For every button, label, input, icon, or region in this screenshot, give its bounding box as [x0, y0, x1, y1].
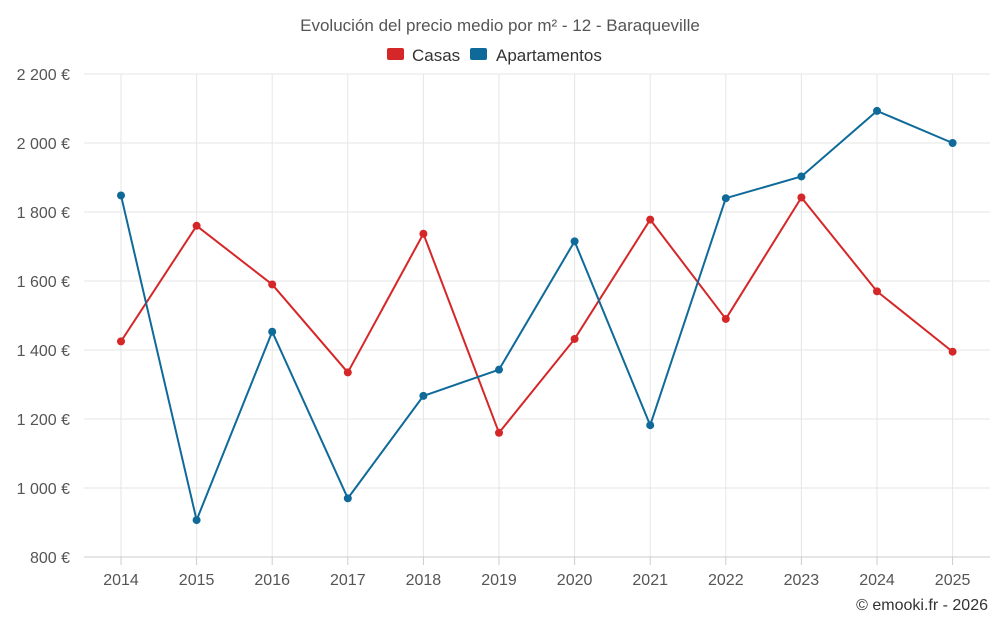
x-tick-label: 2022: [708, 572, 744, 589]
data-point-casas[interactable]: [268, 280, 277, 289]
data-point-casas[interactable]: [117, 337, 125, 346]
data-point-casas[interactable]: [948, 347, 957, 356]
series: [117, 106, 957, 525]
data-point-casas[interactable]: [570, 334, 579, 343]
y-tick-label: 800 €: [30, 550, 70, 567]
data-point-casas[interactable]: [797, 193, 806, 202]
data-point-casas[interactable]: [419, 229, 428, 238]
data-point-casas[interactable]: [646, 215, 655, 224]
y-tick-label: 1 600 €: [17, 274, 70, 291]
data-point-apartamentos[interactable]: [797, 172, 806, 181]
legend-label-casas[interactable]: Casas: [412, 46, 460, 65]
x-tick-label: 2014: [103, 572, 139, 589]
y-tick-label: 2 200 €: [17, 67, 70, 84]
data-point-apartamentos[interactable]: [192, 516, 201, 525]
credit-text: © emooki.fr - 2026: [856, 597, 988, 614]
data-point-casas[interactable]: [192, 221, 201, 230]
grid: [84, 73, 990, 557]
y-tick-label: 1 200 €: [17, 412, 70, 429]
x-tick-label: 2015: [179, 572, 215, 589]
data-point-apartamentos[interactable]: [570, 237, 579, 246]
x-tick-label: 2025: [935, 572, 971, 589]
y-tick-label: 2 000 €: [17, 136, 70, 153]
x-tick-label: 2021: [632, 572, 668, 589]
data-point-casas[interactable]: [873, 287, 881, 296]
y-tick-label: 1 800 €: [17, 205, 70, 222]
data-point-apartamentos[interactable]: [948, 139, 957, 147]
x-tick-label: 2019: [481, 572, 517, 589]
data-point-apartamentos[interactable]: [419, 391, 428, 400]
data-point-apartamentos[interactable]: [343, 494, 352, 503]
data-point-casas[interactable]: [343, 368, 352, 377]
x-tick-label: 2017: [330, 572, 366, 589]
data-point-apartamentos[interactable]: [495, 365, 503, 374]
series-line-apartamentos: [120, 109, 953, 522]
legend-swatch-apartamentos[interactable]: [470, 48, 487, 60]
data-point-apartamentos[interactable]: [721, 194, 730, 203]
x-tick-label: 2024: [859, 572, 895, 589]
x-tick-label: 2016: [254, 572, 290, 589]
y-tick-label: 1 400 €: [17, 343, 70, 360]
axes: 800 € 1 000 € 1 200 € 1 400 € 1 600 € 1 800 €…: [17, 67, 990, 589]
y-tick-label: 1 000 €: [17, 481, 70, 498]
chart-title: Evolución del precio medio por m² - 12 -…: [300, 16, 700, 35]
data-point-apartamentos[interactable]: [873, 106, 881, 115]
data-point-apartamentos[interactable]: [268, 327, 277, 336]
data-point-apartamentos[interactable]: [646, 421, 655, 430]
data-point-apartamentos[interactable]: [117, 191, 125, 200]
x-tick-label: 2018: [406, 572, 442, 589]
series-line-casas: [120, 196, 954, 434]
legend-swatch-casas[interactable]: [387, 48, 404, 60]
x-tick-label: 2020: [557, 572, 593, 589]
x-tick-label: 2023: [784, 572, 820, 589]
data-point-casas[interactable]: [495, 428, 503, 437]
legend: Casas Apartamentos: [387, 46, 602, 65]
data-point-casas[interactable]: [721, 314, 730, 323]
legend-label-apartamentos[interactable]: Apartamentos: [496, 46, 602, 65]
